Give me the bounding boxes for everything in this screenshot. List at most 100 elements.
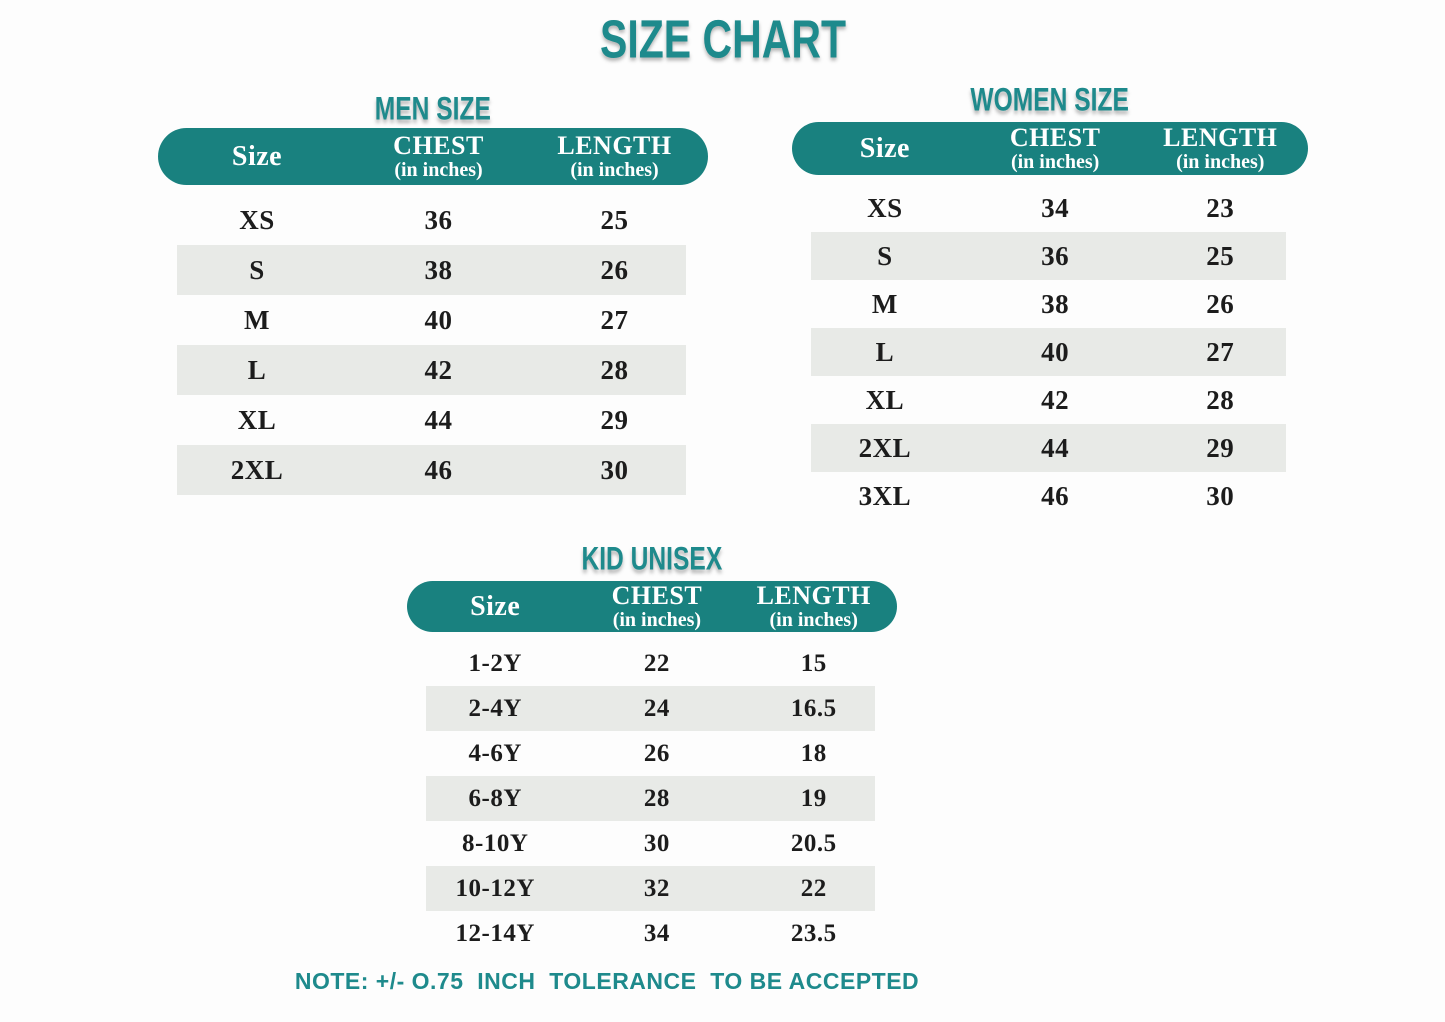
chest-cell: 38 (424, 254, 453, 285)
table-row: L 40 27 (792, 328, 1308, 376)
table-row: XL 44 29 (158, 395, 708, 445)
page-title-text: SIZE CHART (599, 8, 846, 70)
size-cell: XS (239, 204, 275, 235)
column-header-length: LENGTH (in inches) (557, 130, 672, 182)
length-cell: 28 (600, 354, 629, 385)
size-cell: M (244, 304, 270, 335)
size-cell: XL (237, 404, 277, 435)
chest-cell: 36 (1041, 240, 1070, 271)
chest-cell: 44 (424, 404, 453, 435)
women-table-header: Size CHEST (in inches) LENGTH (in inches… (792, 122, 1308, 175)
tolerance-note: NOTE: +/- O.75 INCH TOLERANCE TO BE ACCE… (294, 968, 920, 994)
men-size-table: MEN SIZE Size CHEST (in inches) LENGTH (… (158, 92, 708, 495)
length-cell: 23 (1206, 192, 1235, 223)
chest-cell: 46 (1041, 480, 1070, 511)
table-row: 8-10Y 30 20.5 (407, 821, 897, 866)
table-row: 10-12Y 32 22 (407, 866, 897, 911)
chest-cell: 44 (1041, 432, 1070, 463)
kid-unisex-table-title: KID UNISEX (581, 541, 723, 578)
table-row: S 36 25 (792, 232, 1308, 280)
kid-table-header: Size CHEST (in inches) LENGTH (in inches… (407, 581, 897, 632)
chest-cell: 46 (424, 454, 453, 485)
length-cell: 19 (800, 784, 827, 812)
size-cell: L (247, 354, 267, 385)
size-cell: 4-6Y (468, 739, 522, 767)
table-row: S 38 26 (158, 245, 708, 295)
length-cell: 23.5 (790, 919, 837, 947)
table-row: XS 34 23 (792, 184, 1308, 232)
chest-cell: 38 (1041, 288, 1070, 319)
column-header-length: LENGTH (in inches) (756, 580, 871, 632)
length-cell: 26 (600, 254, 629, 285)
women-size-table-title: WOMEN SIZE (970, 82, 1130, 119)
size-cell: 1-2Y (468, 649, 522, 677)
length-cell: 25 (600, 204, 629, 235)
length-cell: 25 (1206, 240, 1235, 271)
chest-cell: 26 (643, 739, 670, 767)
chest-cell: 32 (643, 874, 670, 902)
table-row: 12-14Y 34 23.5 (407, 911, 897, 956)
chest-cell: 36 (424, 204, 453, 235)
size-cell: 2-4Y (468, 694, 522, 722)
kid-unisex-table: KID UNISEX Size CHEST (in inches) LENGTH… (407, 539, 897, 956)
length-cell: 30 (600, 454, 629, 485)
size-cell: 10-12Y (455, 874, 535, 902)
table-row: 2XL 46 30 (158, 445, 708, 495)
chest-cell: 30 (643, 829, 670, 857)
length-cell: 28 (1206, 384, 1235, 415)
women-size-table: WOMEN SIZE Size CHEST (in inches) LENGTH… (792, 80, 1308, 520)
column-header-chest: CHEST (in inches) (393, 130, 484, 182)
table-row: 1-2Y 22 15 (407, 641, 897, 686)
column-header-chest: CHEST (in inches) (1009, 122, 1101, 174)
length-cell: 22 (800, 874, 827, 902)
length-cell: 29 (1206, 432, 1235, 463)
size-cell: S (249, 254, 265, 285)
size-cell: M (871, 288, 898, 319)
chest-cell: 24 (643, 694, 670, 722)
length-cell: 18 (800, 739, 827, 767)
size-cell: 2XL (858, 432, 912, 463)
chest-cell: 40 (424, 304, 453, 335)
women-table-rows: XS 34 23 S 36 25 M 38 26 L 40 27 XL 42 28 2XL 44 29 3XL 46 3… (792, 184, 1308, 520)
length-cell: 15 (800, 649, 827, 677)
chest-cell: 40 (1041, 336, 1070, 367)
table-row: 2-4Y 24 16.5 (407, 686, 897, 731)
table-row: M 40 27 (158, 295, 708, 345)
chest-cell: 34 (1041, 192, 1070, 223)
length-cell: 20.5 (790, 829, 837, 857)
length-cell: 27 (600, 304, 629, 335)
size-cell: S (877, 240, 893, 271)
table-row: XL 42 28 (792, 376, 1308, 424)
size-cell: 8-10Y (462, 829, 529, 857)
table-row: XS 36 25 (158, 195, 708, 245)
chest-cell: 42 (1041, 384, 1070, 415)
table-row: 4-6Y 26 18 (407, 731, 897, 776)
table-row: L 42 28 (158, 345, 708, 395)
size-cell: 12-14Y (455, 919, 535, 947)
page-title: SIZE CHART (0, 8, 1445, 70)
column-header-length: LENGTH (in inches) (1163, 122, 1278, 174)
column-header-size: Size (470, 590, 521, 622)
length-cell: 30 (1206, 480, 1235, 511)
chest-cell: 34 (643, 919, 670, 947)
size-cell: 3XL (858, 480, 912, 511)
table-row: 2XL 44 29 (792, 424, 1308, 472)
men-table-rows: XS 36 25 S 38 26 M 40 27 L 42 28 XL 44 29 2XL 46 30 (158, 195, 708, 495)
size-cell: 6-8Y (468, 784, 522, 812)
column-header-size: Size (859, 132, 910, 164)
size-cell: 2XL (230, 454, 284, 485)
size-cell: L (875, 336, 895, 367)
chest-cell: 22 (643, 649, 670, 677)
length-cell: 16.5 (790, 694, 837, 722)
length-cell: 26 (1206, 288, 1235, 319)
chest-cell: 42 (424, 354, 453, 385)
kid-table-rows: 1-2Y 22 15 2-4Y 24 16.5 4-6Y 26 18 6-8Y 28 19 8-10Y 3… (407, 641, 897, 956)
column-header-size: Size (231, 140, 283, 172)
column-header-chest: CHEST (in inches) (611, 580, 703, 632)
men-size-table-title: MEN SIZE (374, 91, 492, 128)
table-row: 3XL 46 30 (792, 472, 1308, 520)
length-cell: 27 (1206, 336, 1235, 367)
length-cell: 29 (600, 404, 629, 435)
size-cell: XL (865, 384, 905, 415)
size-cell: XS (867, 192, 903, 223)
